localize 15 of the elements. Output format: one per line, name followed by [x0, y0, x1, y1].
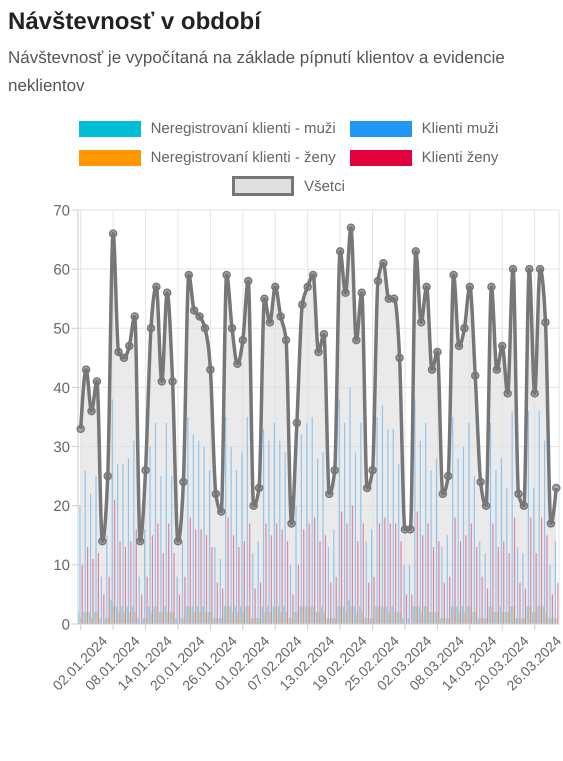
y-tick-label: 20 — [53, 498, 70, 516]
legend-label: Klienti ženy — [422, 149, 498, 166]
legend-label: Neregistrovaní klienti - ženy — [150, 149, 336, 166]
legend-label: Všetci — [304, 178, 345, 194]
chart-subtitle: Návštevnosť je vypočítaná na základe pípnutí klientov a evidencie neklientov — [8, 47, 506, 97]
y-tick-label: 0 — [62, 616, 70, 634]
chart-title: Návštevnosť v období — [8, 8, 262, 36]
y-tick-label: 10 — [53, 557, 70, 574]
legend-label: Klienti muži — [422, 120, 498, 137]
y-tick-label: 60 — [53, 261, 70, 278]
y-tick-label: 50 — [53, 320, 70, 338]
y-tick-label: 70 — [53, 202, 70, 220]
legend-label: Neregistrovaní klienti - muži — [150, 120, 336, 137]
y-tick-label: 40 — [53, 380, 70, 397]
y-tick-label: 30 — [53, 438, 70, 456]
